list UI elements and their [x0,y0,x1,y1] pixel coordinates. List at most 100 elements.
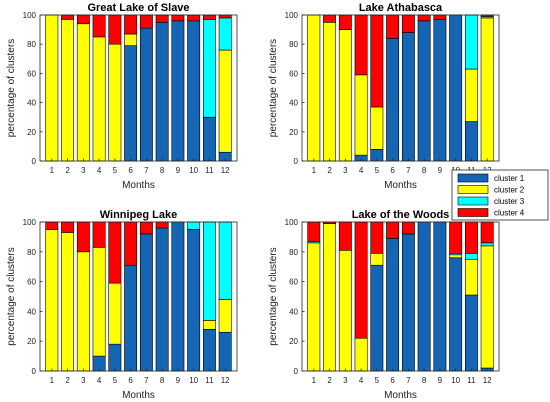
bar-segment [323,14,337,23]
bar-segment [92,221,106,248]
x-tick-label: 7 [406,376,411,385]
axes-box [39,14,238,162]
x-tick-label: 1 [312,376,317,385]
bar-segment [187,14,201,22]
bar-segment [370,106,384,150]
bar-segment [61,14,75,20]
y-tick-label: 80 [27,248,36,257]
bar-segment [218,331,232,372]
bar-segment [108,282,122,345]
bar-segment [61,221,75,233]
y-tick-label: 20 [27,337,36,346]
y-tick-label: 40 [27,307,36,316]
x-tick-label: 7 [144,376,149,385]
x-tick-label: 12 [221,166,230,175]
bar-segment [45,14,59,162]
bar-segment [370,221,384,254]
x-tick-label: 4 [359,376,364,385]
bar-segment [338,14,352,30]
y-tick-label: 60 [27,278,36,287]
bar-segment [433,19,447,162]
y-tick-label: 20 [289,337,298,346]
legend-entry: cluster 1 [494,174,525,183]
bar-segment [171,20,185,162]
legend-entry: cluster 3 [494,197,525,206]
x-tick-label: 6 [128,166,133,175]
bar-segment [449,14,463,162]
bar-segment [307,242,321,372]
x-axis-label: Months [384,390,417,401]
bar-segment [171,14,185,22]
bar-segment [76,23,90,162]
chart-title: Lake Athabasca [359,2,443,14]
bar-segment [386,38,400,162]
legend-entry: cluster 2 [494,186,525,195]
bar-segment [171,221,185,372]
x-tick-label: 10 [451,376,460,385]
x-tick-label: 9 [176,166,181,175]
bar-segment [155,21,169,162]
x-tick-label: 11 [205,166,214,175]
bar-segment [139,221,153,235]
bar-segment [92,36,106,162]
bar-segment [464,14,478,70]
bar-segment [307,221,321,242]
axes-box [301,14,500,162]
legend-swatch [457,208,489,217]
y-tick-label: 100 [23,11,37,20]
x-tick-label: 3 [81,376,86,385]
bar-segment [108,221,122,284]
bar-segment [401,32,415,162]
bar-segment [464,252,478,260]
bar-segment [202,221,216,321]
bar-segment [401,14,415,33]
bar-segment [386,221,400,239]
x-tick-label: 7 [406,166,411,175]
bar-segment [108,343,122,372]
y-tick-label: 80 [289,40,298,49]
x-tick-label: 4 [359,166,364,175]
y-tick-label: 40 [289,307,298,316]
bar-segment [124,33,138,46]
bar-segment [449,254,463,259]
x-tick-label: 6 [390,166,395,175]
bar-segment [433,221,447,372]
legend-swatch [457,196,489,206]
x-tick-label: 3 [343,376,348,385]
bar-segment [338,29,352,162]
bar-segment [187,20,201,162]
y-tick-label: 0 [32,367,37,376]
bar-segment [218,221,232,300]
bar-segment [187,221,201,230]
x-axis-label: Months [384,180,417,191]
bar-segment [417,14,431,22]
bar-segment [464,121,478,162]
y-axis-label: percentage of clusters [6,247,17,345]
bar-segment [386,14,400,39]
bar-segment [480,17,494,162]
bar-segment [124,264,138,372]
bar-segment [417,20,431,162]
x-tick-label: 11 [205,376,214,385]
bar-segment [76,14,90,25]
x-tick-label: 2 [327,166,332,175]
bar-segment [417,221,431,372]
bar-segment [155,221,169,229]
x-tick-label: 11 [467,376,476,385]
x-tick-label: 9 [438,166,443,175]
bar-segment [108,43,122,162]
bar-segment [45,221,59,230]
bar-segment [323,21,337,162]
y-tick-label: 80 [289,248,298,257]
bar-segment [187,229,201,372]
bar-segment [108,14,122,45]
y-tick-label: 80 [27,40,36,49]
bar-segment [202,14,216,20]
bar-segment [370,264,384,372]
x-tick-label: 8 [160,376,165,385]
x-tick-label: 5 [113,166,118,175]
x-tick-label: 12 [483,376,492,385]
bar-segment [401,221,415,235]
bar-segment [202,19,216,118]
